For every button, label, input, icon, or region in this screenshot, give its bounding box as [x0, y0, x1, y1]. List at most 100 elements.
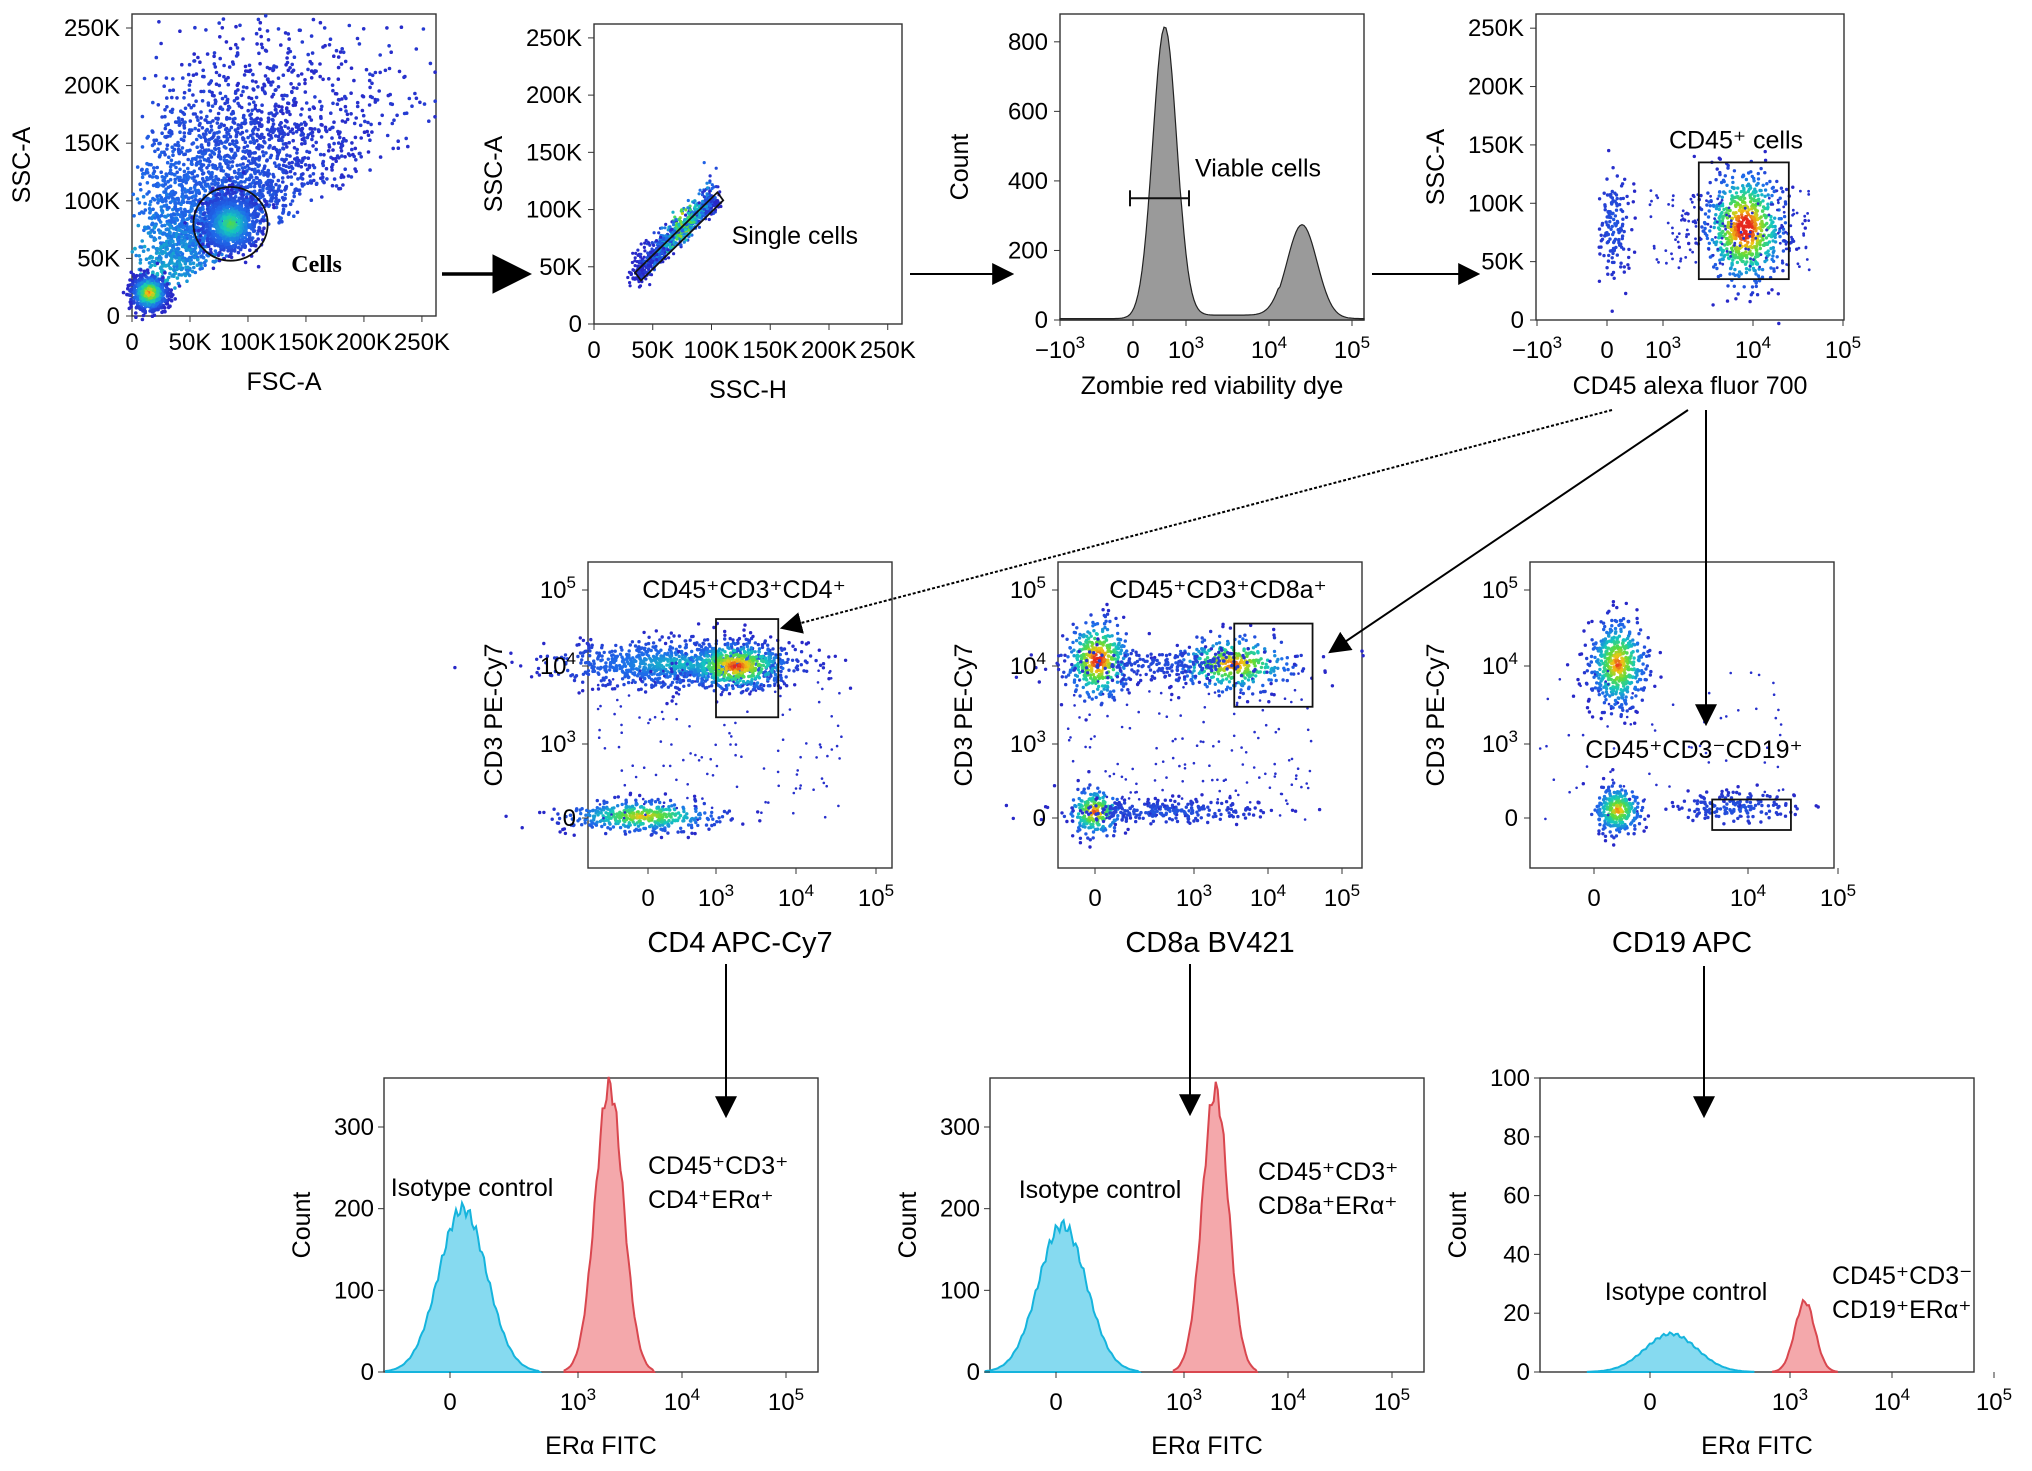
event-point	[289, 50, 293, 54]
event-point	[347, 174, 351, 178]
event-point	[200, 222, 204, 226]
event-point	[664, 223, 667, 226]
event-point	[146, 181, 150, 185]
event-point	[165, 255, 169, 259]
event-point	[291, 139, 295, 143]
event-point	[285, 153, 289, 157]
event-point	[192, 261, 196, 265]
event-point	[140, 239, 144, 243]
event-point	[667, 248, 670, 251]
event-point	[249, 162, 253, 166]
x-tick-label: 105	[1334, 333, 1370, 364]
event-point	[658, 257, 661, 260]
event-point	[267, 133, 271, 137]
event-point	[234, 43, 238, 47]
event-point	[134, 315, 138, 319]
event-point	[642, 268, 645, 271]
event-point	[210, 242, 214, 246]
event-point	[404, 137, 408, 141]
y-tick-label: 600	[1008, 98, 1048, 125]
event-point	[233, 203, 237, 207]
event-point	[277, 85, 281, 89]
event-point	[251, 79, 255, 83]
event-point	[204, 189, 208, 193]
y-tick-label: 100K	[526, 197, 582, 224]
event-point	[263, 92, 267, 96]
event-point	[261, 150, 265, 154]
event-point	[215, 131, 219, 135]
event-point	[294, 101, 298, 105]
event-point	[257, 163, 261, 167]
event-point	[242, 85, 246, 89]
event-point	[709, 174, 712, 177]
event-point	[284, 187, 288, 191]
event-point	[200, 254, 204, 258]
event-point	[150, 235, 154, 239]
event-point	[201, 99, 205, 103]
event-point	[128, 278, 132, 282]
event-point	[340, 47, 344, 51]
event-point	[141, 115, 145, 119]
event-point	[163, 153, 167, 157]
event-point	[350, 66, 354, 70]
x-tick-label: 0	[1126, 337, 1139, 364]
event-point	[240, 94, 244, 98]
event-point	[231, 160, 235, 164]
event-point	[165, 96, 169, 100]
event-point	[173, 255, 177, 259]
event-point	[165, 203, 169, 207]
event-point	[270, 154, 274, 158]
event-point	[297, 82, 301, 86]
event-point	[295, 156, 299, 160]
event-point	[210, 171, 214, 175]
event-point	[201, 75, 205, 79]
event-point	[220, 122, 224, 126]
event-point	[330, 165, 334, 169]
event-point	[277, 27, 281, 31]
event-point	[156, 283, 160, 287]
event-point	[211, 260, 215, 264]
event-point	[211, 230, 215, 234]
event-point	[192, 242, 196, 246]
event-point	[708, 218, 711, 221]
event-point	[151, 303, 155, 307]
event-point	[195, 218, 199, 222]
event-point	[287, 211, 291, 215]
event-point	[260, 110, 264, 114]
event-point	[177, 236, 181, 240]
event-point	[249, 140, 253, 144]
event-point	[129, 302, 133, 306]
event-point	[377, 89, 381, 93]
event-point	[152, 166, 156, 170]
event-point	[272, 175, 276, 179]
event-point	[239, 124, 243, 128]
event-point	[301, 157, 305, 161]
event-point	[231, 191, 235, 195]
event-point	[162, 231, 166, 235]
event-point	[154, 74, 158, 78]
event-point	[331, 148, 335, 152]
event-point	[188, 83, 192, 87]
event-point	[709, 204, 712, 207]
event-point	[288, 113, 292, 117]
event-point	[279, 43, 283, 47]
event-point	[138, 245, 142, 249]
event-point	[184, 195, 188, 199]
event-point	[251, 197, 255, 201]
event-point	[249, 237, 253, 241]
event-point	[264, 151, 268, 155]
event-point	[716, 199, 719, 202]
event-point	[151, 309, 155, 313]
event-point	[319, 21, 323, 25]
event-point	[278, 166, 282, 170]
event-point	[191, 93, 195, 97]
event-point	[156, 290, 160, 294]
event-point	[186, 167, 190, 171]
event-point	[427, 119, 431, 123]
event-point	[151, 278, 155, 282]
event-point	[342, 51, 346, 55]
event-point	[269, 185, 273, 189]
event-point	[310, 181, 314, 185]
event-point	[258, 121, 262, 125]
